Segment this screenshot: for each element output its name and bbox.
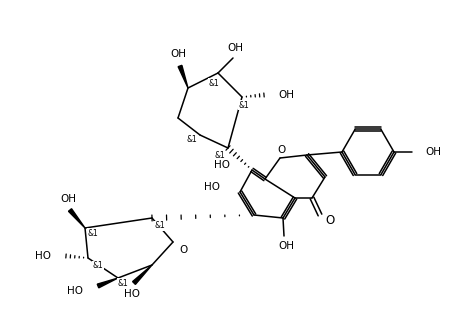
Text: O: O — [278, 145, 286, 155]
Text: &1: &1 — [239, 100, 249, 109]
Text: HO: HO — [35, 251, 51, 261]
Text: OH: OH — [425, 147, 441, 157]
Text: HO: HO — [124, 289, 140, 299]
Text: O: O — [179, 245, 187, 255]
Polygon shape — [69, 209, 85, 228]
Text: &1: &1 — [187, 135, 198, 144]
Text: O: O — [325, 213, 335, 226]
Text: HO: HO — [67, 286, 83, 296]
Text: &1: &1 — [92, 261, 103, 271]
Text: OH: OH — [278, 241, 294, 251]
Text: OH: OH — [170, 49, 186, 59]
Text: OH: OH — [278, 90, 294, 100]
Text: HO: HO — [214, 160, 230, 170]
Text: OH: OH — [60, 194, 76, 204]
Text: &1: &1 — [215, 151, 226, 161]
Polygon shape — [133, 265, 152, 284]
Text: &1: &1 — [118, 279, 129, 287]
Text: &1: &1 — [87, 229, 98, 238]
Polygon shape — [178, 65, 188, 88]
Polygon shape — [97, 278, 118, 288]
Text: OH: OH — [227, 43, 243, 53]
Text: HO: HO — [204, 182, 220, 192]
Text: &1: &1 — [155, 222, 166, 231]
Text: &1: &1 — [209, 79, 219, 87]
